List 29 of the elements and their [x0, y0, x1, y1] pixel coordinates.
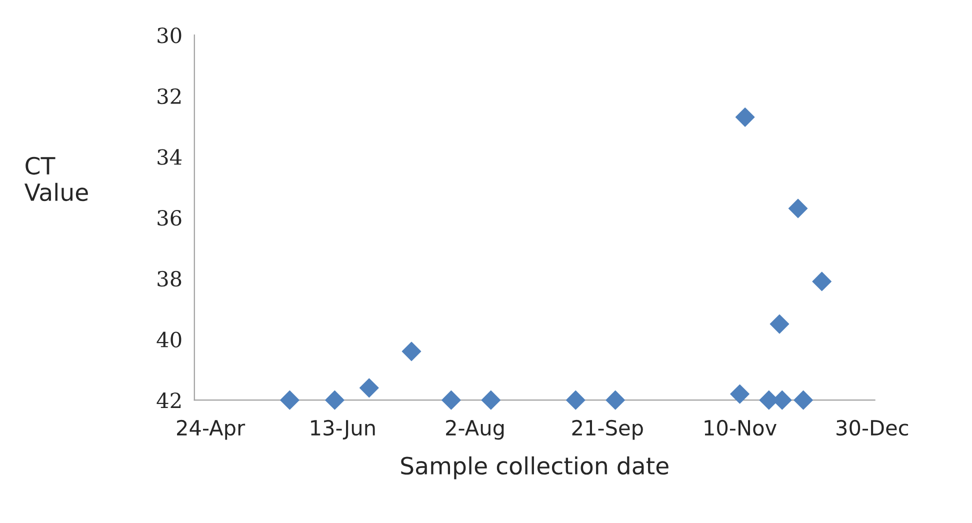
point [566, 390, 586, 410]
point [788, 198, 808, 218]
point [325, 390, 344, 410]
point [606, 390, 626, 410]
point [481, 390, 501, 410]
y-tick-label: 36 [158, 210, 182, 226]
y-axis-title: CT Value [24, 156, 88, 202]
y-tick-label: 34 [158, 149, 182, 165]
point [770, 314, 790, 334]
y-tick-label: 30 [158, 27, 182, 44]
x-tick-label: 21-Sep [572, 420, 643, 440]
point [442, 390, 461, 410]
point [812, 272, 832, 292]
point [402, 342, 422, 362]
x-tick-label: 2-Aug [446, 420, 504, 440]
y-tick-label: 38 [158, 270, 182, 287]
x-tick-label: 13-Jun [311, 420, 375, 440]
y-tick-label: 40 [156, 332, 182, 348]
point [735, 108, 755, 127]
point [280, 390, 300, 410]
point [359, 378, 379, 398]
x-axis-title: Sample collection date [401, 456, 668, 480]
x-tick-label: 30-Dec [836, 420, 908, 436]
point [794, 390, 813, 410]
point [730, 384, 750, 404]
x-tick-label: 24-Apr [177, 420, 246, 440]
y-tick-label: 32 [158, 88, 181, 104]
y-tick-label: 42 [156, 392, 181, 408]
x-tick-label: 10-Nov [704, 420, 776, 436]
